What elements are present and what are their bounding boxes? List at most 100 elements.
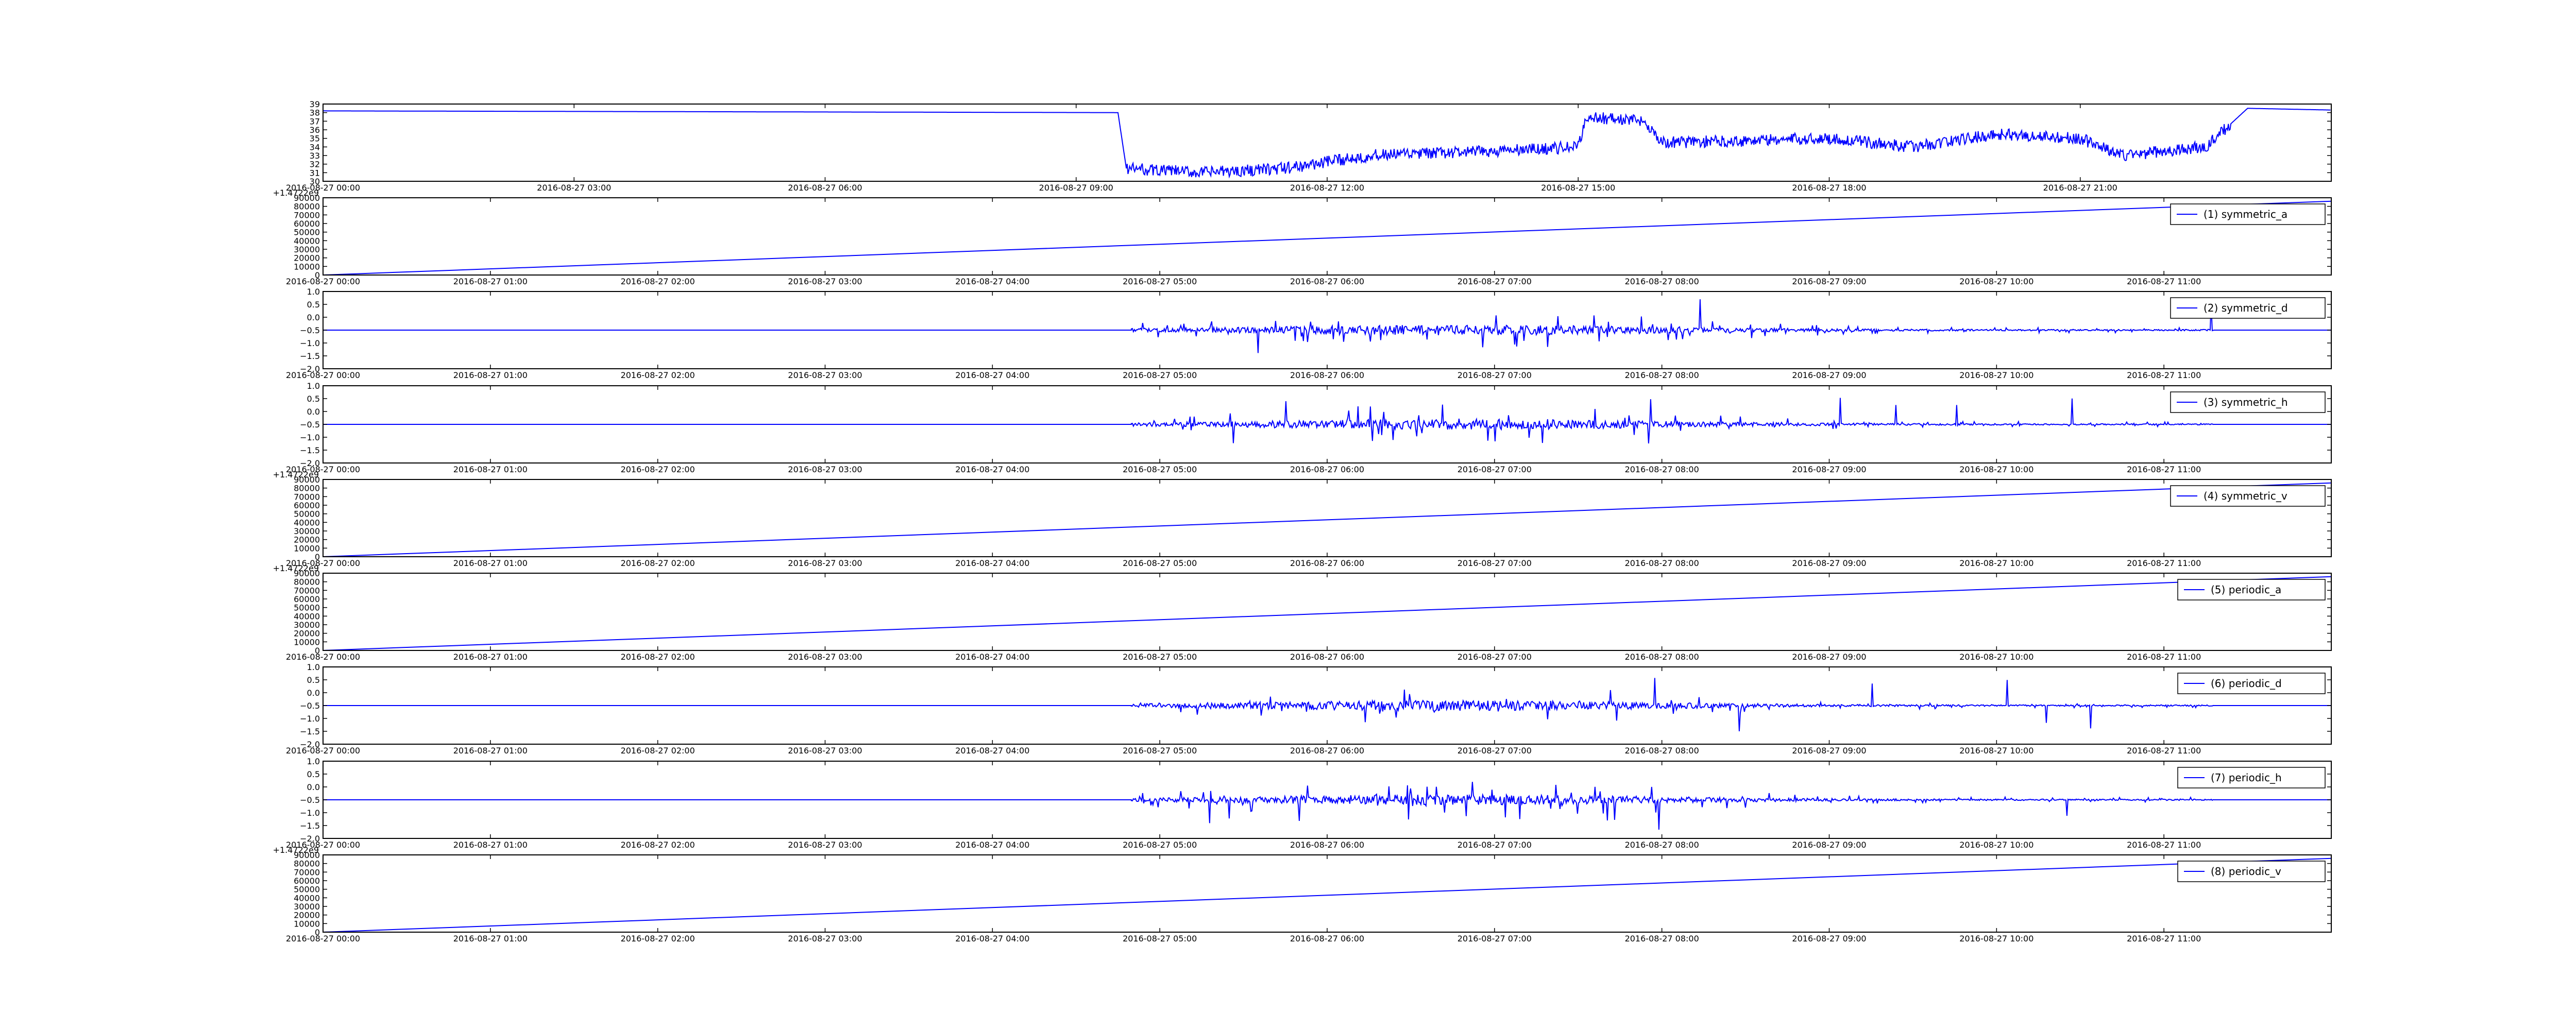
y-tick-label: 0 [315,928,320,937]
x-tick-label: 2016-08-27 07:00 [1458,934,1532,943]
x-tick-label: 2016-08-27 09:00 [1792,558,1866,568]
y-tick-label: 70000 [294,492,320,502]
x-tick-label: 2016-08-27 09:00 [1792,652,1866,662]
x-tick-label: 2016-08-27 06:00 [788,183,862,193]
x-tick-label: 2016-08-27 09:00 [1792,934,1866,943]
y-tick-label: −1.5 [300,445,320,455]
y-tick-label: 10000 [294,637,320,647]
y-tick-label: 50000 [294,603,320,613]
x-tick-label: 2016-08-27 00:00 [286,558,360,568]
x-tick-label: 2016-08-27 09:00 [1792,277,1866,286]
x-tick-label: 2016-08-27 21:00 [2043,183,2117,193]
x-tick-label: 2016-08-27 03:00 [788,840,862,850]
legend: (5) periodic_a [2177,579,2326,600]
axes-frame [323,854,2332,933]
x-tick-label: 2016-08-27 11:00 [2127,840,2201,850]
x-tick-label: 2016-08-27 07:00 [1458,558,1532,568]
y-tick-label: 20000 [294,911,320,920]
y-tick-label: 0 [315,646,320,656]
x-tick-label: 2016-08-27 11:00 [2127,370,2201,380]
x-tick-label: 2016-08-27 06:00 [1290,746,1364,756]
x-tick-label: 2016-08-27 01:00 [453,370,528,380]
y-tick-label: −1.5 [300,821,320,831]
legend-label: (4) symmetric_v [2204,490,2287,502]
y-tick-label: −2.0 [300,458,320,468]
x-tick-label: 2016-08-27 11:00 [2127,558,2201,568]
series-line [323,482,2332,557]
x-tick-label: 2016-08-27 04:00 [955,934,1029,943]
x-tick-label: 2016-08-27 02:00 [621,746,695,756]
x-tick-label: 2016-08-27 01:00 [453,746,528,756]
x-tick-label: 2016-08-27 03:00 [788,277,862,286]
x-tick-label: 2016-08-27 10:00 [1959,558,2033,568]
x-tick-label: 2016-08-27 06:00 [1290,465,1364,474]
x-tick-label: 2016-08-27 09:00 [1792,746,1866,756]
y-tick-label: 30 [310,177,320,186]
legend: (4) symmetric_v [2170,485,2326,507]
x-tick-label: 2016-08-27 07:00 [1458,277,1532,286]
y-tick-label: 0.0 [307,407,320,417]
x-tick-label: 2016-08-27 05:00 [1123,840,1197,850]
x-tick-label: 2016-08-27 07:00 [1458,465,1532,474]
y-tick-label: −0.5 [300,420,320,430]
legend-label: (5) periodic_a [2211,583,2281,596]
series-line [323,782,2331,830]
chart-panel-7: −2.0 −1.5 −1.0 −0.5 0.0 0.5 1.0 2016-08-27 00:0… [286,757,2332,850]
y-tick-label: 80000 [294,484,320,493]
y-tick-label: −1.0 [300,338,320,348]
y-tick-label: 20000 [294,629,320,639]
x-tick-label: 2016-08-27 03:00 [788,746,862,756]
y-tick-label: 32 [310,160,320,169]
y-tick-label: −1.0 [300,714,320,724]
legend-label: (1) symmetric_a [2204,208,2287,220]
x-tick-label: 2016-08-27 07:00 [1458,370,1532,380]
chart-panel-6: −2.0 −1.5 −1.0 −0.5 0.0 0.5 1.0 2016-08-27 00:0… [286,662,2332,756]
axes-frame [323,197,2332,276]
y-tick-label: 20000 [294,535,320,545]
x-tick-label: 2016-08-27 02:00 [621,934,695,943]
x-tick-label: 2016-08-27 00:00 [286,746,360,756]
y-tick-label: 80000 [294,859,320,869]
y-tick-label: 40000 [294,518,320,527]
x-tick-label: 2016-08-27 02:00 [621,558,695,568]
x-tick-label: 2016-08-27 11:00 [2127,746,2201,756]
x-tick-label: 2016-08-27 00:00 [286,277,360,286]
x-tick-label: 2016-08-27 15:00 [1541,183,1615,193]
x-tick-label: 2016-08-27 07:00 [1458,840,1532,850]
y-tick-label: 90000 [294,850,320,860]
x-tick-label: 2016-08-27 04:00 [955,370,1029,380]
legend: (8) periodic_v [2177,861,2326,882]
x-tick-label: 2016-08-27 04:00 [955,558,1029,568]
x-tick-label: 2016-08-27 01:00 [453,652,528,662]
y-tick-label: 37 [310,116,320,126]
x-tick-label: 2016-08-27 04:00 [955,652,1029,662]
y-tick-label: −0.5 [300,325,320,335]
x-tick-label: 2016-08-27 03:00 [788,558,862,568]
x-tick-label: 2016-08-27 06:00 [1290,652,1364,662]
axes-frame [323,479,2332,557]
legend: (6) periodic_d [2177,673,2326,694]
series-line [323,299,2331,353]
x-tick-label: 2016-08-27 08:00 [1625,934,1699,943]
y-tick-label: −1.5 [300,351,320,361]
y-tick-label: 1.0 [307,287,320,297]
y-tick-label: 33 [310,151,320,161]
series-line [323,398,2331,444]
series-line [323,678,2331,731]
x-tick-label: 2016-08-27 12:00 [1290,183,1364,193]
y-tick-label: 30000 [294,902,320,912]
x-tick-label: 2016-08-27 05:00 [1123,652,1197,662]
x-tick-label: 2016-08-27 05:00 [1123,277,1197,286]
y-tick-label: 20000 [294,253,320,263]
y-tick-label: 0.5 [307,300,320,310]
chart-panel-8: 0100002000030000400005000060000700008000… [273,845,2332,943]
y-tick-label: 0.0 [307,313,320,322]
y-tick-label: −1.5 [300,727,320,736]
y-tick-label: 30000 [294,526,320,536]
x-tick-label: 2016-08-27 09:00 [1039,183,1113,193]
chart-panel-1: 0100002000030000400005000060000700008000… [273,188,2332,286]
x-tick-label: 2016-08-27 00:00 [286,465,360,474]
y-tick-label: 1.0 [307,757,320,766]
y-tick-label: 60000 [294,876,320,886]
y-tick-label: 40000 [294,893,320,903]
